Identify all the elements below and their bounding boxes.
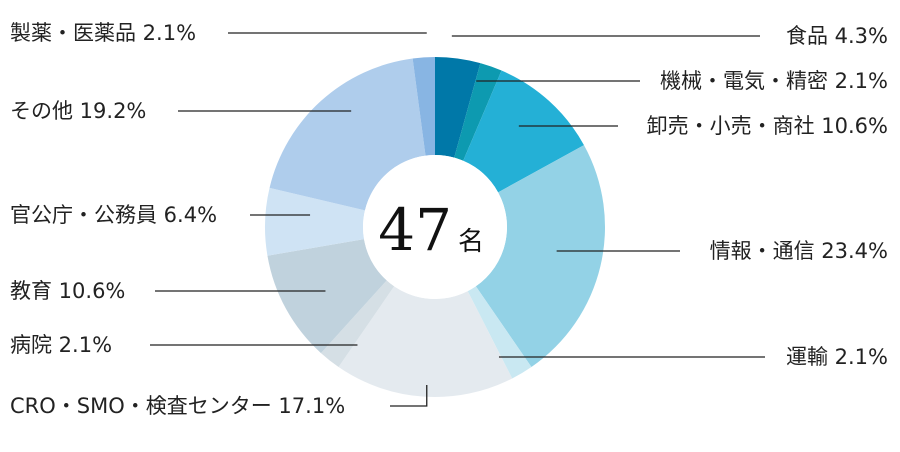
slice-label-0: 食品 4.3% bbox=[786, 24, 888, 48]
slice-7 bbox=[267, 239, 387, 354]
slice-1 bbox=[454, 63, 502, 161]
slice-label-2: 卸売・小売・商社 10.6% bbox=[647, 114, 888, 138]
slice-label-9: その他 19.2% bbox=[10, 99, 146, 123]
center-total: 47 bbox=[378, 196, 452, 264]
slice-label-10: 製薬・医薬品 2.1% bbox=[10, 21, 196, 45]
leader-line-5 bbox=[390, 385, 428, 407]
slice-labels: 食品 4.3% 機械・電気・精密 2.1% 卸売・小売・商社 10.6% 情報・通信 … bbox=[10, 21, 888, 418]
slice-label-5: CRO・SMO・検査センター 17.1% bbox=[10, 394, 345, 418]
slice-label-4: 運輸 2.1% bbox=[786, 345, 888, 369]
slice-10 bbox=[412, 57, 435, 156]
slice-label-1: 機械・電気・精密 2.1% bbox=[660, 69, 888, 93]
center-hole bbox=[363, 155, 507, 299]
slice-label-8: 官公庁・公務員 6.4% bbox=[10, 203, 217, 227]
pie-slices bbox=[265, 57, 605, 397]
slice-label-6: 病院 2.1% bbox=[10, 333, 112, 357]
leader-lines bbox=[150, 32, 765, 407]
slice-3 bbox=[475, 145, 605, 368]
slice-2 bbox=[463, 70, 584, 193]
slice-label-7: 教育 10.6% bbox=[10, 279, 125, 303]
slice-4 bbox=[467, 286, 532, 379]
center-unit: 名 bbox=[458, 227, 484, 257]
slice-9 bbox=[269, 58, 426, 211]
slice-0 bbox=[435, 57, 481, 158]
slice-5 bbox=[338, 286, 513, 397]
slice-8 bbox=[265, 187, 365, 256]
slice-label-3: 情報・通信 23.4% bbox=[710, 239, 888, 263]
